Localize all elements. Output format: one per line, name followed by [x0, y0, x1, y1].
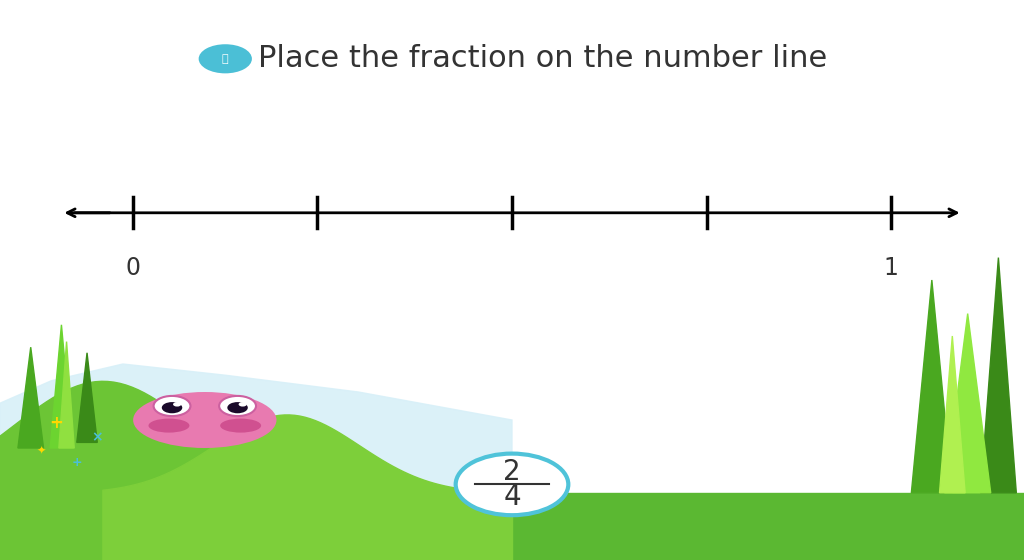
Polygon shape	[911, 280, 952, 493]
Circle shape	[239, 402, 247, 407]
Polygon shape	[59, 342, 75, 448]
Circle shape	[199, 44, 252, 73]
Text: 2: 2	[503, 458, 521, 486]
Ellipse shape	[220, 419, 261, 432]
Polygon shape	[0, 493, 1024, 560]
Circle shape	[173, 402, 181, 407]
Polygon shape	[0, 364, 512, 560]
Circle shape	[162, 402, 182, 413]
Polygon shape	[944, 314, 990, 493]
Text: ✦: ✦	[36, 446, 46, 456]
Polygon shape	[981, 258, 1016, 493]
Ellipse shape	[148, 419, 189, 432]
Text: 🔊: 🔊	[222, 54, 228, 64]
Circle shape	[456, 454, 568, 515]
Text: 4: 4	[503, 483, 521, 511]
Polygon shape	[77, 353, 97, 442]
Text: Place the fraction on the number line: Place the fraction on the number line	[258, 44, 827, 73]
Polygon shape	[50, 325, 73, 448]
Polygon shape	[17, 347, 43, 448]
Text: 0: 0	[126, 256, 140, 280]
Text: +: +	[49, 414, 63, 432]
Circle shape	[154, 396, 190, 416]
Circle shape	[227, 402, 248, 413]
Text: +: +	[72, 455, 82, 469]
Text: 1: 1	[884, 256, 898, 280]
Circle shape	[219, 396, 256, 416]
Text: ×: ×	[91, 430, 103, 444]
Polygon shape	[940, 336, 965, 493]
Ellipse shape	[133, 392, 276, 448]
